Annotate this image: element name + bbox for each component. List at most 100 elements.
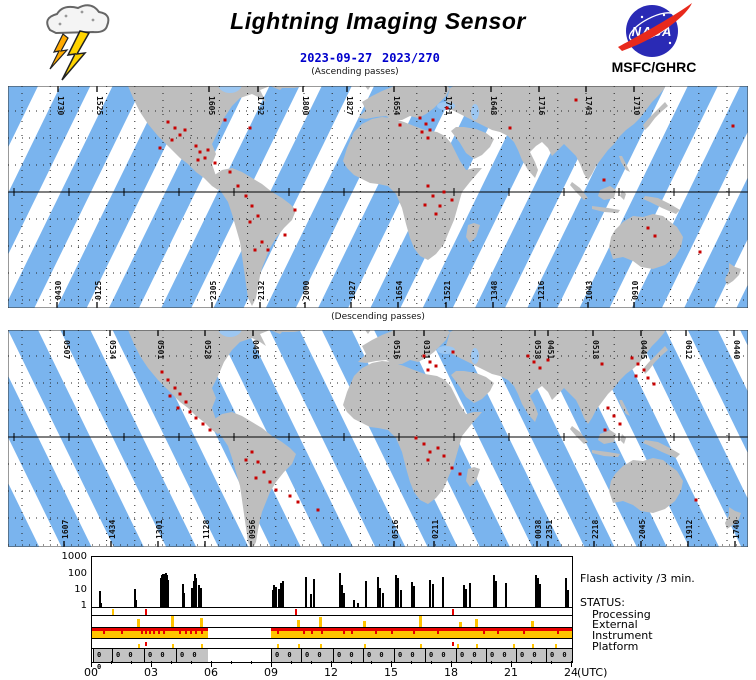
lightning-flash-cluster	[546, 358, 550, 362]
lightning-flash-cluster	[196, 158, 200, 162]
pass-time-label: 2218	[591, 520, 600, 539]
pass-time-label: 1710	[632, 96, 641, 115]
lightning-flash-cluster	[168, 394, 172, 398]
pass-time-label: 0516	[391, 520, 400, 539]
pass-time-label: 0956	[248, 520, 257, 539]
flash-spike	[313, 579, 315, 608]
pass-time-label: 0445	[639, 340, 648, 359]
lightning-flash-cluster	[266, 248, 270, 252]
lightning-flash-cluster	[248, 220, 252, 224]
time-axis-label: 15	[384, 666, 398, 679]
flash-spike	[495, 581, 497, 608]
flash-spike	[192, 581, 195, 608]
lightning-flash-cluster	[603, 428, 607, 432]
lightning-flash-cluster	[618, 422, 622, 426]
flash-spike	[191, 588, 193, 608]
lightning-flash-cluster	[652, 382, 656, 386]
pass-time-label: 0528	[203, 340, 212, 359]
platform-code-segment: 0 0	[456, 649, 486, 662]
flash-spike	[272, 589, 274, 608]
pass-time-label: 0038	[534, 520, 543, 539]
flash-spike	[377, 577, 379, 608]
lightning-flash-cluster	[296, 500, 300, 504]
lightning-flash-cluster	[203, 156, 207, 160]
lightning-flash-cluster	[428, 450, 432, 454]
lightning-flash-cluster	[438, 204, 442, 208]
pass-time-label: 0534	[108, 340, 117, 359]
lightning-flash-cluster	[166, 120, 170, 124]
lightning-flash-cluster	[630, 356, 634, 360]
pass-time-label: 1128	[202, 520, 211, 539]
lightning-flash-cluster	[283, 233, 287, 237]
lightning-flash-cluster	[293, 208, 297, 212]
pass-time-label: 1730	[56, 96, 65, 115]
lightning-flash-cluster	[450, 198, 454, 202]
pass-time-label: 0451	[546, 340, 555, 359]
pass-time-label: 1525	[95, 96, 104, 115]
pass-time-label: 0538	[533, 340, 542, 359]
status-label: STATUS:	[580, 596, 625, 609]
pass-time-label: 1521	[443, 281, 452, 300]
flash-spike	[99, 591, 101, 608]
pass-time-label: 0211	[431, 520, 440, 539]
flash-spike	[395, 574, 397, 608]
pass-time-label: 1912	[685, 520, 694, 539]
lightning-flash-cluster	[426, 136, 430, 140]
platform-code-segment: 0 0	[271, 649, 301, 662]
lightning-flash-cluster	[176, 406, 180, 410]
lightning-flash-cluster	[431, 118, 435, 122]
pass-time-label: 2000	[302, 281, 311, 300]
lightning-flash-cluster	[194, 144, 198, 148]
flash-spike	[163, 574, 166, 608]
flash-spike	[198, 584, 200, 608]
flash-spike	[200, 588, 202, 608]
lightning-flash-cluster	[244, 194, 248, 198]
flash-spike	[379, 588, 382, 608]
y-tick-1: 1	[80, 600, 87, 611]
org-label: MSFC/GHRC	[611, 59, 697, 75]
pass-time-label: 1800	[301, 96, 310, 115]
pass-time-label: 1348	[490, 281, 499, 300]
lightning-flash-cluster	[194, 416, 198, 420]
date-doy: 2023/270	[382, 51, 440, 65]
lightning-flash-cluster	[646, 226, 650, 230]
platform-code-segment: 0 0	[93, 649, 112, 671]
y-tick-1000: 1000	[61, 551, 87, 562]
platform-code-segment: 0 0	[425, 649, 456, 662]
flash-spike	[505, 583, 507, 608]
y-tick-10: 10	[74, 584, 87, 595]
pass-time-label: 1434	[108, 520, 117, 539]
flash-spike	[382, 592, 384, 608]
flash-spike	[183, 592, 185, 608]
lightning-flash-cluster	[414, 436, 418, 440]
lightning-flash-cluster	[201, 422, 205, 426]
lightning-flash-cluster	[250, 450, 254, 454]
lightning-flash-cluster	[228, 170, 232, 174]
lightning-flash-cluster	[173, 126, 177, 130]
status-row-label-platform: Platform	[592, 640, 639, 653]
lightning-flash-cluster	[434, 212, 438, 216]
pass-time-label: 1216	[537, 281, 546, 300]
lightning-flash-cluster	[532, 360, 536, 364]
lightning-flash-cluster	[166, 378, 170, 382]
lightning-flash-cluster	[442, 190, 446, 194]
flash-spike	[134, 589, 136, 608]
lightning-flash-cluster	[426, 458, 430, 462]
lightning-flash-cluster	[170, 138, 174, 142]
lightning-flash-cluster	[262, 470, 266, 474]
lightning-flash-cluster	[458, 472, 462, 476]
time-axis-label: 03	[144, 666, 158, 679]
flash-spike	[411, 582, 413, 608]
lightning-flash-cluster	[434, 364, 438, 368]
lightning-flash-cluster	[274, 488, 278, 492]
platform-code-segment: 0 0	[486, 649, 516, 662]
flash-spike	[432, 583, 434, 608]
lightning-flash-cluster	[431, 194, 435, 198]
lightning-flash-cluster	[198, 150, 202, 154]
lightning-flash-cluster	[428, 128, 432, 132]
flash-spike	[566, 589, 569, 608]
lightning-flash-cluster	[526, 354, 530, 358]
descending-passes-label: (Descending passes)	[331, 312, 425, 322]
flash-spike	[353, 599, 355, 608]
